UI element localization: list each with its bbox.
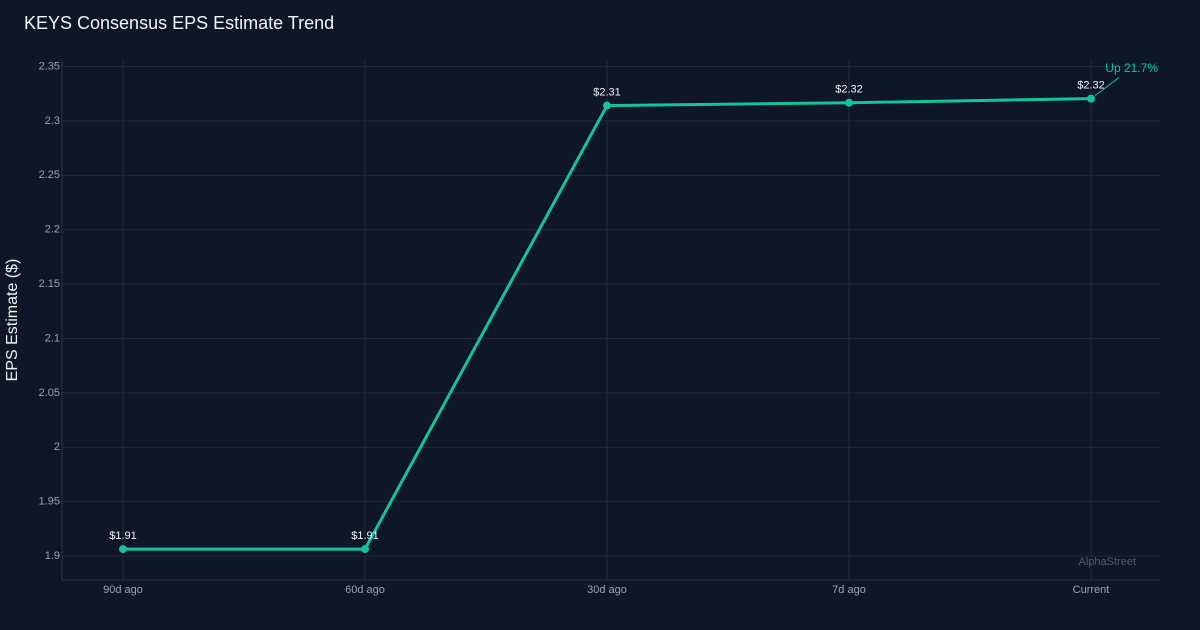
x-tick-label: 7d ago <box>832 584 866 596</box>
y-tick-label: 2.35 <box>39 60 60 72</box>
y-tick-label: 2.05 <box>39 387 60 399</box>
x-tick-label: 30d ago <box>587 584 627 596</box>
value-label: $1.91 <box>351 530 379 542</box>
value-label: $1.91 <box>109 530 137 542</box>
x-tick-label: 90d ago <box>103 584 143 596</box>
point <box>845 98 853 107</box>
point <box>361 545 369 554</box>
y-tick-label: 2.25 <box>39 169 60 181</box>
watermark: AlphaStreet <box>1079 556 1136 568</box>
y-axis-label: EPS Estimate ($) <box>4 259 21 382</box>
annotation: Up 21.7% <box>1105 61 1158 75</box>
x-tick-label: Current <box>1073 584 1110 596</box>
y-tick-label: 2.3 <box>45 115 60 127</box>
chart-title: KEYS Consensus EPS Estimate Trend <box>24 13 334 33</box>
x-tick-label: 60d ago <box>345 584 385 596</box>
y-tick-label: 2.15 <box>39 278 60 290</box>
y-tick-label: 2 <box>54 441 60 453</box>
value-label: $2.32 <box>1077 80 1105 92</box>
annotation-arrow <box>1094 77 1120 97</box>
point <box>1087 94 1095 103</box>
y-tick-label: 2.2 <box>45 224 60 236</box>
value-label: $2.32 <box>835 84 863 96</box>
value-label: $2.31 <box>593 86 621 98</box>
point <box>603 101 611 110</box>
y-tick-label: 1.9 <box>45 550 60 562</box>
point <box>119 545 127 554</box>
y-tick-label: 2.1 <box>45 332 60 344</box>
y-tick-label: 1.95 <box>39 496 60 508</box>
